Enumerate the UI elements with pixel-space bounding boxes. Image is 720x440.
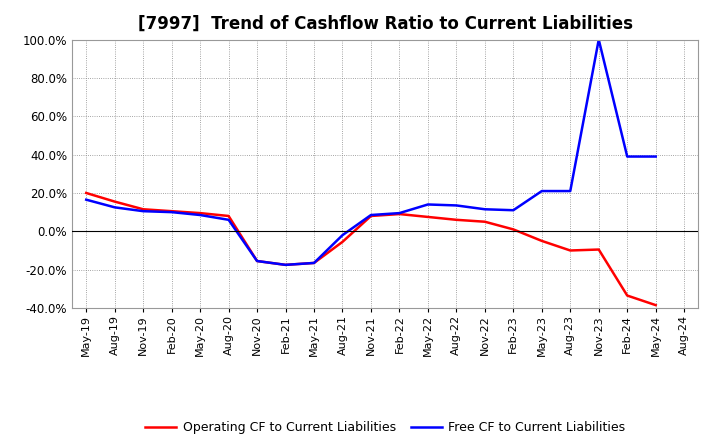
- Free CF to Current Liabilities: [623, 154, 631, 159]
- Legend: Operating CF to Current Liabilities, Free CF to Current Liabilities: Operating CF to Current Liabilities, Fre…: [140, 416, 630, 439]
- Free CF to Current Liabilities: [167, 209, 176, 215]
- Operating CF to Current Liabilities: [509, 227, 518, 232]
- Operating CF to Current Liabilities: [338, 239, 347, 245]
- Free CF to Current Liabilities: [652, 154, 660, 159]
- Free CF to Current Liabilities: [225, 217, 233, 223]
- Free CF to Current Liabilities: [423, 202, 432, 207]
- Free CF to Current Liabilities: [253, 258, 261, 264]
- Free CF to Current Liabilities: [110, 205, 119, 210]
- Operating CF to Current Liabilities: [167, 209, 176, 214]
- Free CF to Current Liabilities: [480, 207, 489, 212]
- Operating CF to Current Liabilities: [395, 211, 404, 216]
- Operating CF to Current Liabilities: [595, 247, 603, 252]
- Operating CF to Current Liabilities: [623, 293, 631, 298]
- Free CF to Current Liabilities: [282, 262, 290, 268]
- Title: [7997]  Trend of Cashflow Ratio to Current Liabilities: [7997] Trend of Cashflow Ratio to Curren…: [138, 15, 633, 33]
- Free CF to Current Liabilities: [196, 213, 204, 218]
- Free CF to Current Liabilities: [310, 260, 318, 266]
- Free CF to Current Liabilities: [395, 210, 404, 216]
- Free CF to Current Liabilities: [595, 37, 603, 42]
- Free CF to Current Liabilities: [537, 188, 546, 194]
- Operating CF to Current Liabilities: [480, 219, 489, 224]
- Operating CF to Current Liabilities: [366, 213, 375, 219]
- Free CF to Current Liabilities: [509, 208, 518, 213]
- Operating CF to Current Liabilities: [652, 302, 660, 308]
- Operating CF to Current Liabilities: [139, 207, 148, 212]
- Free CF to Current Liabilities: [366, 213, 375, 218]
- Line: Operating CF to Current Liabilities: Operating CF to Current Liabilities: [86, 193, 656, 305]
- Operating CF to Current Liabilities: [225, 213, 233, 219]
- Operating CF to Current Liabilities: [82, 191, 91, 196]
- Operating CF to Current Liabilities: [566, 248, 575, 253]
- Free CF to Current Liabilities: [139, 209, 148, 214]
- Operating CF to Current Liabilities: [452, 217, 461, 223]
- Free CF to Current Liabilities: [82, 197, 91, 202]
- Operating CF to Current Liabilities: [423, 214, 432, 220]
- Operating CF to Current Liabilities: [196, 210, 204, 216]
- Operating CF to Current Liabilities: [282, 262, 290, 268]
- Operating CF to Current Liabilities: [310, 260, 318, 266]
- Free CF to Current Liabilities: [452, 203, 461, 208]
- Line: Free CF to Current Liabilities: Free CF to Current Liabilities: [86, 40, 656, 265]
- Free CF to Current Liabilities: [338, 232, 347, 238]
- Operating CF to Current Liabilities: [537, 238, 546, 244]
- Operating CF to Current Liabilities: [110, 199, 119, 204]
- Operating CF to Current Liabilities: [253, 258, 261, 264]
- Free CF to Current Liabilities: [566, 188, 575, 194]
